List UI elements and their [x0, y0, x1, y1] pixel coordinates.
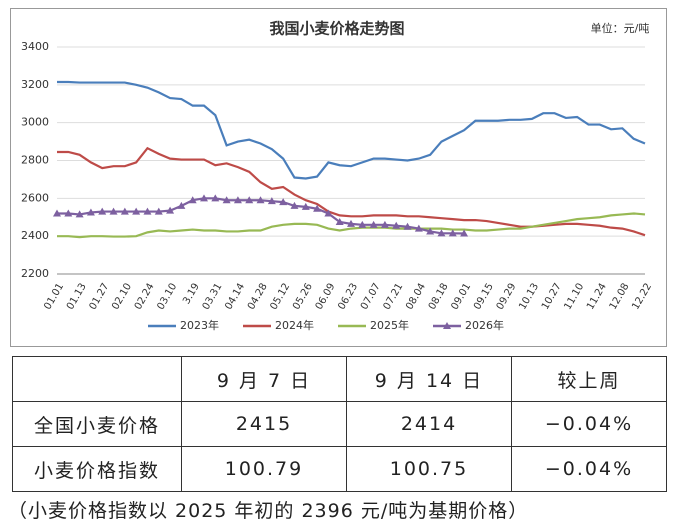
- table-cell: 全国小麦价格: [12, 401, 182, 447]
- table-cell: 100.75: [346, 446, 512, 492]
- table-cell: 2415: [181, 401, 347, 447]
- point-marker: [98, 207, 107, 215]
- y-tick-label: 3400: [21, 40, 49, 53]
- point-marker: [177, 201, 186, 209]
- chart-title: 我国小麦价格走势图: [269, 20, 404, 38]
- point-marker: [245, 196, 254, 204]
- y-tick-label: 2200: [21, 267, 49, 280]
- point-marker: [358, 220, 367, 228]
- data-table: 9 月 7 日 9 月 14 日 较上周 全国小麦价格 2415 2414 −0…: [12, 356, 667, 492]
- point-marker: [75, 210, 84, 218]
- point-marker: [86, 208, 95, 216]
- table-row: 全国小麦价格 2415 2414 −0.04%: [12, 401, 667, 447]
- point-marker: [301, 202, 310, 210]
- point-marker: [290, 201, 299, 209]
- point-marker: [324, 209, 333, 217]
- table-header: 9 月 7 日 9 月 14 日 较上周: [12, 356, 667, 402]
- legend-marker: [443, 322, 451, 329]
- point-marker: [437, 229, 446, 237]
- point-marker: [120, 207, 129, 215]
- table-row: 小麦价格指数 100.79 100.75 −0.04%: [12, 446, 667, 492]
- legend-label: 2025年: [370, 318, 409, 332]
- table-cell: 100.79: [181, 446, 347, 492]
- point-marker: [267, 197, 276, 205]
- legend-label: 2023年: [180, 318, 219, 332]
- point-marker: [188, 196, 197, 204]
- point-marker: [64, 209, 73, 217]
- table-header-cell: 9 月 14 日: [346, 356, 512, 402]
- point-marker: [460, 229, 469, 237]
- table-header-cell: 9 月 7 日: [181, 356, 347, 402]
- point-marker: [414, 224, 423, 232]
- table-cell: −0.04%: [511, 401, 667, 447]
- point-marker: [448, 229, 457, 237]
- series-line: [57, 212, 646, 239]
- point-marker: [279, 198, 288, 206]
- point-marker: [132, 207, 141, 215]
- y-tick-label: 2600: [21, 191, 49, 204]
- point-marker: [403, 222, 412, 230]
- table-corner: [12, 356, 182, 402]
- point-marker: [109, 207, 118, 215]
- y-tick-label: 2800: [21, 154, 49, 167]
- table-cell: 小麦价格指数: [12, 446, 182, 492]
- series-line: [57, 80, 646, 180]
- chart: 我国小麦价格走势图 单位：元/吨 2200 2400 2600 2800 3000 320…: [10, 8, 667, 347]
- point-marker: [143, 207, 152, 215]
- series-line: [57, 146, 646, 237]
- footnote: （小麦价格指数以 2025 年初的 2396 元/吨为基期价格）: [8, 500, 529, 522]
- point-marker: [369, 220, 378, 228]
- y-tick-label: 2400: [21, 229, 49, 242]
- legend-label: 2024年: [275, 318, 314, 332]
- unit-note: 单位：元/吨: [591, 21, 650, 35]
- table-cell: −0.04%: [511, 446, 667, 492]
- point-marker: [426, 227, 435, 235]
- table-cell: 2414: [346, 401, 512, 447]
- point-marker: [347, 219, 355, 227]
- point-marker: [211, 194, 220, 202]
- point-marker: [335, 217, 344, 225]
- point-marker: [200, 194, 208, 202]
- point-marker: [380, 220, 389, 228]
- legend-label: 2026年: [465, 318, 504, 332]
- point-marker: [154, 207, 163, 215]
- table-header-cell: 较上周: [511, 356, 667, 402]
- y-tick-label: 3200: [21, 78, 49, 91]
- point-marker: [256, 196, 265, 204]
- point-marker: [233, 196, 242, 204]
- point-marker: [392, 221, 401, 229]
- point-marker: [53, 209, 61, 217]
- point-marker: [313, 204, 322, 212]
- point-marker: [222, 196, 231, 204]
- chart-frame: [10, 8, 667, 347]
- point-marker: [166, 206, 175, 214]
- y-tick-label: 3000: [21, 116, 49, 129]
